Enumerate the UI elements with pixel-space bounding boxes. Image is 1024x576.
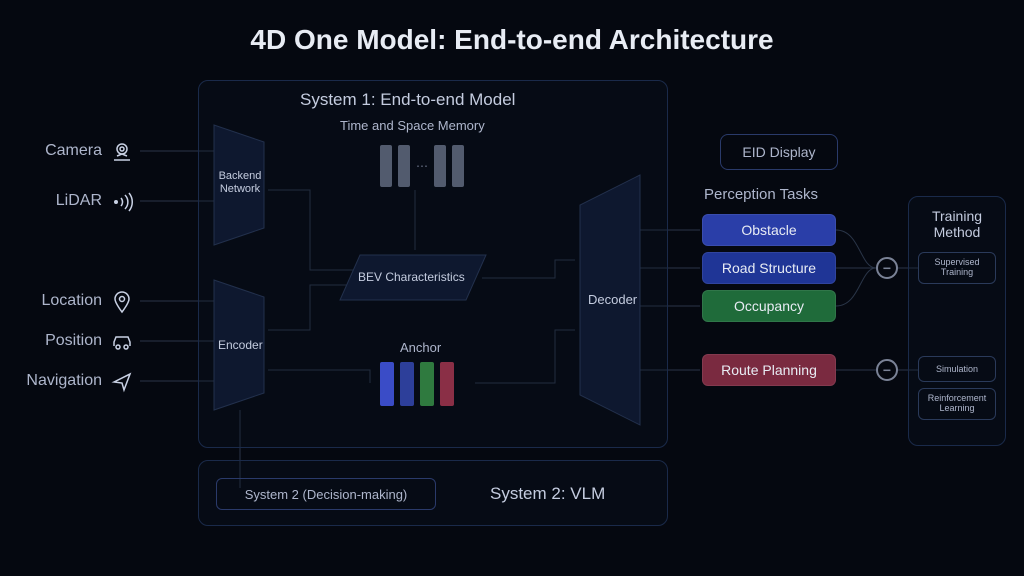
page-title: 4D One Model: End-to-end Architecture	[0, 24, 1024, 56]
anchor-bars	[380, 362, 454, 406]
perception-obstacle: Obstacle	[702, 214, 836, 246]
system2-title: System 2: VLM	[490, 484, 605, 504]
memory-bars: ⋯	[380, 145, 464, 187]
training-simulation: Simulation	[918, 356, 996, 382]
car-icon	[110, 330, 134, 354]
training-title: Training Method	[918, 208, 996, 240]
perception-road: Road Structure	[702, 252, 836, 284]
anchor-bar-1	[400, 362, 414, 406]
input-label-navigation: Navigation	[8, 372, 102, 390]
minus-node-top: −	[876, 257, 898, 279]
camera-icon	[110, 140, 134, 164]
memory-label: Time and Space Memory	[340, 118, 485, 133]
decoder-label: Decoder	[588, 292, 637, 307]
perception-route: Route Planning	[702, 354, 836, 386]
perception-occupancy: Occupancy	[702, 290, 836, 322]
bev-label: BEV Characteristics	[358, 270, 465, 284]
perception-title: Perception Tasks	[704, 186, 818, 203]
location-icon	[110, 290, 134, 314]
input-label-camera: Camera	[22, 142, 102, 160]
lidar-icon	[110, 190, 134, 214]
training-supervised: Supervised Training	[918, 252, 996, 284]
system1-title: System 1: End-to-end Model	[300, 90, 515, 110]
minus-node-bottom: −	[876, 359, 898, 381]
anchor-label: Anchor	[400, 340, 441, 355]
anchor-bar-3	[440, 362, 454, 406]
training-rl: Reinforcement Learning	[918, 388, 996, 420]
encoder-label: Encoder	[218, 338, 263, 352]
backend-network-label: Backend Network	[218, 170, 262, 196]
system2-box: System 2 (Decision-making)	[216, 478, 436, 510]
anchor-bar-0	[380, 362, 394, 406]
eid-display-box: EID Display	[720, 134, 838, 170]
navigation-icon	[110, 370, 134, 394]
input-label-position: Position	[22, 332, 102, 350]
anchor-bar-2	[420, 362, 434, 406]
input-label-lidar: LiDAR	[22, 192, 102, 210]
input-label-location: Location	[22, 292, 102, 310]
